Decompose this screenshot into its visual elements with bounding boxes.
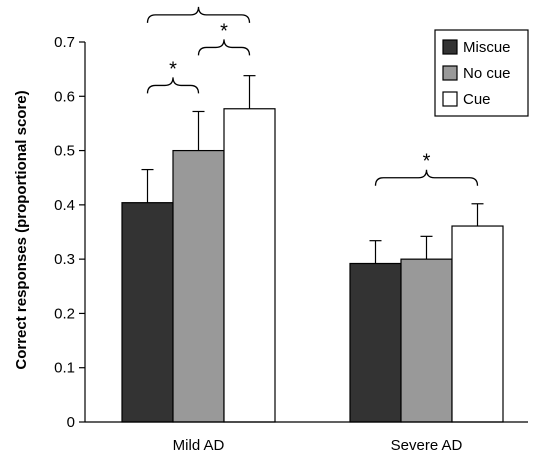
y-tick-label: 0 [67, 414, 75, 431]
y-axis-label: Correct responses (proportional score) [13, 90, 30, 369]
y-tick-label: 0.2 [54, 305, 75, 322]
y-tick-label: 0.6 [54, 88, 75, 105]
legend-swatch [442, 65, 458, 81]
legend-label: Miscue [463, 39, 511, 56]
significance-asterisk: * [195, 0, 203, 10]
legend: Miscue No cue Cue [434, 29, 529, 117]
category-label: Mild AD [173, 437, 225, 454]
category-label: Severe AD [391, 437, 463, 454]
bar-miscue-1 [349, 262, 402, 423]
y-tick-label: 0.1 [54, 360, 75, 377]
legend-label: No cue [463, 65, 511, 82]
significance-asterisk: * [220, 20, 228, 42]
y-tick-label: 0.4 [54, 197, 75, 214]
legend-label: Cue [463, 91, 491, 108]
error-bars [141, 75, 484, 264]
y-tick-label: 0.5 [54, 143, 75, 160]
category-labels: Mild AD Severe AD [173, 437, 463, 454]
legend-swatch [442, 91, 458, 107]
bars [121, 108, 504, 423]
legend-swatch [442, 39, 458, 55]
significance-asterisk: * [169, 58, 177, 80]
y-tick-label: 0.3 [54, 251, 75, 268]
bar-cue-0 [223, 108, 276, 423]
bar-cue-1 [451, 225, 504, 423]
significance-brace [197, 39, 251, 56]
significance-brace [146, 77, 200, 94]
axes [84, 42, 528, 423]
y-tick-label: 0.7 [54, 34, 75, 51]
y-axis-ticks: 0 0.1 0.2 0.3 0.4 0.5 0.6 0.7 [54, 34, 85, 431]
bar-miscue-0 [121, 202, 174, 423]
bar-no-cue-0 [172, 149, 225, 423]
bar-no-cue-1 [400, 258, 453, 423]
significance-markers: * * * * [146, 0, 479, 186]
significance-asterisk: * [423, 151, 431, 173]
